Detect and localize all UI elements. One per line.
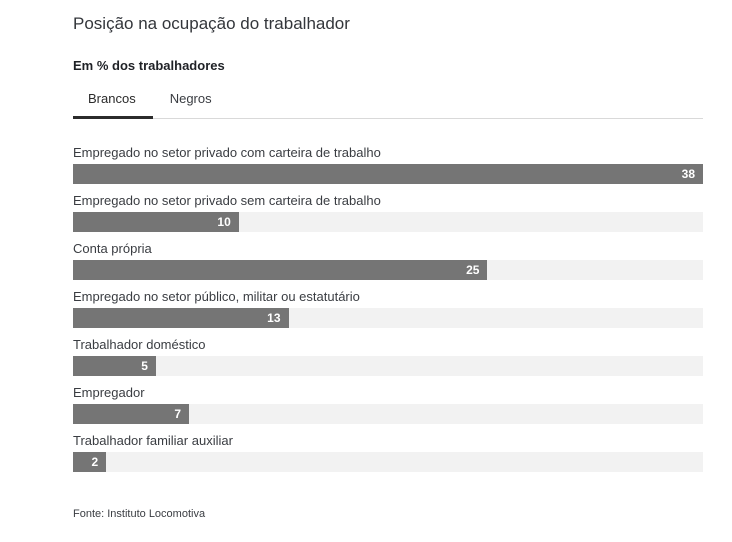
bar-value: 13 <box>267 311 281 325</box>
bar-value: 2 <box>91 455 99 469</box>
bar-track: 5 <box>73 356 703 376</box>
bar-label: Empregado no setor privado com carteira … <box>73 145 381 160</box>
chart-card: Posição na ocupação do trabalhador Em % … <box>73 14 703 520</box>
bar-track: 25 <box>73 260 703 280</box>
tab-brancos[interactable]: Brancos <box>73 91 153 119</box>
bar-track: 2 <box>73 452 703 472</box>
bar-row: Trabalhador doméstico 5 <box>73 337 703 376</box>
bar-row: Trabalhador familiar auxiliar 2 <box>73 433 703 472</box>
bar-value: 25 <box>466 263 480 277</box>
bar-row: Empregado no setor privado sem carteira … <box>73 193 703 232</box>
bar-track: 7 <box>73 404 703 424</box>
bar-value: 7 <box>174 407 182 421</box>
bar-list: Empregado no setor privado com carteira … <box>73 145 703 472</box>
bar-fill: 2 <box>73 452 107 472</box>
series-tabs: Brancos Negros <box>73 91 703 119</box>
bar-label: Empregado no setor público, militar ou e… <box>73 289 360 304</box>
bar-label: Conta própria <box>73 241 152 256</box>
bar-row: Empregador 7 <box>73 385 703 424</box>
page-title: Posição na ocupação do trabalhador <box>73 14 350 33</box>
bar-fill: 5 <box>73 356 156 376</box>
bar-track: 38 <box>73 164 703 184</box>
bar-row: Empregado no setor privado com carteira … <box>73 145 703 184</box>
bar-value: 10 <box>217 215 231 229</box>
bar-fill: 25 <box>73 260 488 280</box>
bar-track: 10 <box>73 212 703 232</box>
bar-track: 13 <box>73 308 703 328</box>
bar-row: Conta própria 25 <box>73 241 703 280</box>
tab-negros[interactable]: Negros <box>153 91 229 119</box>
bar-label: Trabalhador doméstico <box>73 337 206 352</box>
chart-subtitle: Em % dos trabalhadores <box>73 58 225 73</box>
bar-label: Empregado no setor privado sem carteira … <box>73 193 381 208</box>
bar-row: Empregado no setor público, militar ou e… <box>73 289 703 328</box>
bar-fill: 38 <box>73 164 703 184</box>
bar-label: Empregador <box>73 385 145 400</box>
bar-label: Trabalhador familiar auxiliar <box>73 433 233 448</box>
bar-fill: 7 <box>73 404 190 424</box>
bar-fill: 13 <box>73 308 289 328</box>
bar-value: 38 <box>681 167 695 181</box>
bar-fill: 10 <box>73 212 239 232</box>
source-note: Fonte: Instituto Locomotiva <box>73 508 206 520</box>
bar-value: 5 <box>141 359 148 373</box>
